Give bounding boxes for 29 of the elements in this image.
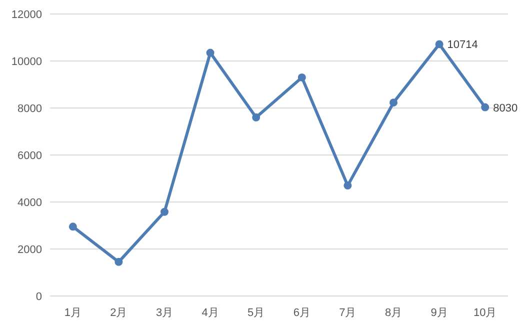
x-tick-label: 6月 [293, 307, 310, 319]
y-tick-label: 2000 [18, 244, 42, 256]
point [160, 208, 168, 216]
x-tick-label: 4月 [202, 307, 219, 319]
point [481, 103, 490, 112]
x-tick-label: 2月 [110, 307, 128, 319]
x-tick-label: 5月 [248, 307, 265, 319]
y-tick-label: 4000 [18, 197, 42, 209]
y-tick-label: 0 [36, 291, 42, 303]
point [252, 113, 260, 122]
x-tick-label: 10月 [473, 307, 497, 319]
point [435, 40, 444, 48]
data-label: 10714 [447, 39, 478, 52]
y-tick-label: 10000 [11, 56, 42, 68]
point [114, 258, 123, 266]
x-tick-label: 7月 [339, 307, 356, 319]
x-tick-label: 3月 [156, 307, 174, 319]
x-tick-label: 8月 [384, 307, 402, 319]
x-tick-label: 9月 [430, 307, 448, 319]
y-tick-label: 8000 [18, 103, 42, 115]
y-tick-label: 6000 [18, 150, 42, 162]
point [298, 73, 306, 82]
point [390, 98, 398, 107]
x-tick-label: 1月 [64, 307, 82, 319]
point [68, 222, 77, 231]
y-tick-label: 12000 [11, 9, 42, 21]
point [344, 182, 352, 190]
data-label: 8030 [493, 102, 518, 114]
point [206, 48, 214, 57]
